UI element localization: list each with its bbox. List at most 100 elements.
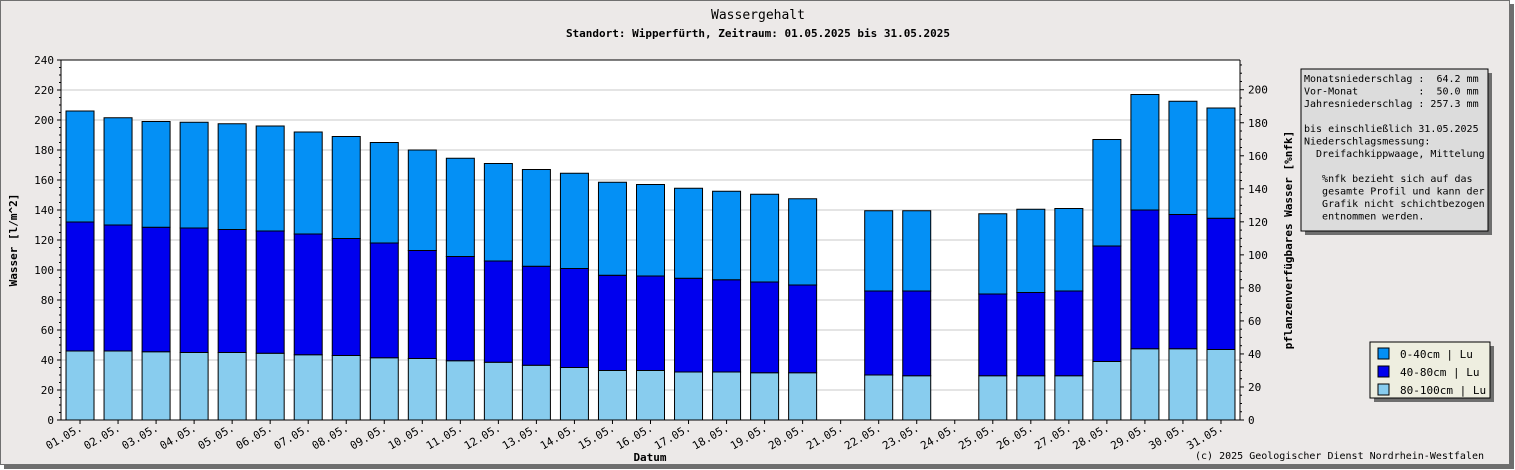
y-axis-ticks: 0 20 40 60 80 100 120 140 160 180 200 220 240 <box>34 54 61 427</box>
bar-segment <box>445 157 475 257</box>
y-tick-label: 240 <box>34 54 54 67</box>
info-box-line: bis einschließlich 31.05.2025 <box>1304 124 1479 135</box>
legend-label: 40-80cm | Lu <box>1400 366 1479 379</box>
chart-subtitle: Standort: Wipperfürth, Zeitraum: 01.05.2… <box>566 27 950 40</box>
info-box-line: gesamte Profil und kann der <box>1304 187 1485 198</box>
x-tick-label: 23.05. <box>880 421 921 452</box>
bar-segment <box>750 193 780 283</box>
bar-segment <box>636 184 665 277</box>
bar-segment <box>1092 361 1122 421</box>
x-tick-label: 20.05. <box>766 421 807 452</box>
bar-segment <box>407 358 437 421</box>
bar-segment <box>217 123 247 230</box>
bars <box>65 94 1236 421</box>
bar-segment <box>103 117 133 226</box>
bar-segment <box>369 242 399 359</box>
bar-segment <box>902 210 932 292</box>
bar-segment <box>521 169 551 267</box>
x-tick-label: 02.05. <box>82 421 123 452</box>
x-tick-label: 24.05. <box>918 421 959 452</box>
bar-segment <box>293 131 323 235</box>
bar-segment <box>65 110 95 223</box>
y-tick-label: 20 <box>41 384 54 397</box>
bar-segment <box>1168 214 1198 350</box>
bar-segment <box>902 375 932 421</box>
x-tick-label: 19.05. <box>728 421 769 452</box>
y2-tick-label: 160 <box>1248 150 1268 163</box>
y2-axis-ticks: 0 20 40 60 80 100 120 140 160 180 200 <box>1240 64 1268 427</box>
x-tick-label: 13.05. <box>500 421 541 452</box>
x-tick-label: 12.05. <box>462 421 503 452</box>
bar-segment <box>864 290 894 376</box>
bar-segment <box>331 136 361 239</box>
legend: 0-40cm | Lu 40-80cm | Lu 80-100cm | Lu <box>1369 341 1494 402</box>
bar-segment <box>369 357 399 421</box>
bar-segment <box>103 224 133 352</box>
bar-segment <box>1168 100 1198 215</box>
x-tick-label: 29.05. <box>1108 421 1149 452</box>
x-tick-label: 09.05. <box>348 421 389 452</box>
legend-swatch <box>1377 365 1390 378</box>
x-tick-label: 06.05. <box>234 421 275 452</box>
x-tick-label: 17.05. <box>652 421 693 452</box>
y-tick-label: 180 <box>34 144 54 157</box>
bar-segment <box>788 284 818 374</box>
bar-segment <box>1016 375 1046 421</box>
info-box-line: Vor-Monat : 50.0 mm <box>1304 87 1479 98</box>
y-tick-label: 100 <box>34 264 54 277</box>
x-axis-label: Datum <box>633 451 666 464</box>
y-axis-label: Wasser [l/m^2] <box>7 194 20 287</box>
y2-tick-label: 20 <box>1248 381 1261 394</box>
bar-segment <box>978 375 1008 421</box>
bar-segment <box>674 187 704 279</box>
bar-segment <box>293 233 323 356</box>
legend-swatch <box>1377 347 1390 360</box>
y2-tick-label: 120 <box>1248 216 1268 229</box>
y-tick-label: 220 <box>34 84 54 97</box>
info-box-line: Niederschlagsmessung: <box>1304 137 1430 148</box>
bar-segment <box>1016 292 1046 377</box>
bar-segment <box>141 121 171 228</box>
x-tick-label: 18.05. <box>690 421 731 452</box>
y-tick-label: 40 <box>41 354 54 367</box>
bar-segment <box>1206 107 1236 219</box>
y-tick-label: 160 <box>34 174 54 187</box>
bar-segment <box>483 361 513 421</box>
bar-segment <box>1016 208 1046 293</box>
x-tick-label: 04.05. <box>158 421 199 452</box>
bar-segment <box>750 281 780 374</box>
bar-segment <box>1054 208 1084 292</box>
y2-tick-label: 100 <box>1248 249 1268 262</box>
bar-segment <box>255 125 285 232</box>
bar-segment <box>597 274 627 371</box>
bar-segment <box>141 226 171 353</box>
bar-segment <box>521 265 551 366</box>
info-box-panel <box>1300 68 1489 232</box>
legend-swatch <box>1377 383 1390 396</box>
bar-segment <box>750 372 780 421</box>
y-tick-label: 60 <box>41 324 54 337</box>
bar-segment <box>141 351 171 421</box>
bar-segment <box>788 372 818 421</box>
chart-title: Wassergehalt <box>711 8 805 23</box>
bar-segment <box>65 350 95 421</box>
bar-segment <box>1054 290 1084 377</box>
bar-segment <box>255 352 285 421</box>
bar-segment <box>1168 348 1198 421</box>
info-box-line: Monatsniederschlag : 64.2 mm <box>1304 74 1479 85</box>
info-box-line: Dreifachkippwaage, Mittelung <box>1304 149 1485 160</box>
y2-tick-label: 80 <box>1248 282 1261 295</box>
y2-tick-label: 60 <box>1248 315 1261 328</box>
bar-segment <box>445 256 475 362</box>
legend-label: 0-40cm | Lu <box>1400 348 1473 361</box>
bar-segment <box>636 370 665 421</box>
bar-segment <box>712 279 742 373</box>
legend-panel <box>1369 341 1491 399</box>
x-tick-label: 26.05. <box>994 421 1035 452</box>
x-tick-label: 08.05. <box>310 421 351 452</box>
bar-segment <box>712 371 742 421</box>
bar-segment <box>1130 209 1160 350</box>
x-tick-label: 30.05. <box>1147 421 1188 452</box>
y2-tick-label: 180 <box>1248 117 1268 130</box>
